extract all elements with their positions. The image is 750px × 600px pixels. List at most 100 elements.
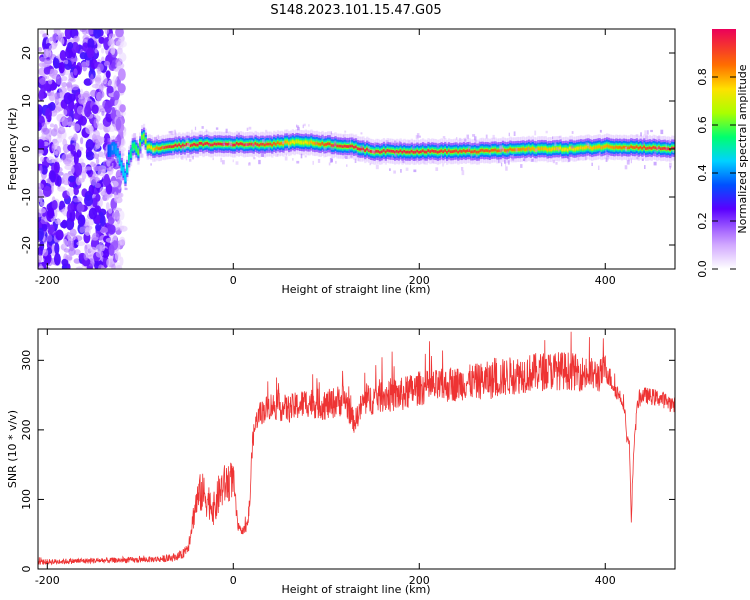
ridge-cell: [425, 150, 428, 154]
noise-blob: [107, 224, 116, 235]
ridge-cell: [384, 150, 387, 154]
ridge-cell: [354, 145, 358, 149]
noise-blob: [93, 118, 99, 129]
ridge-speckle: [194, 126, 197, 131]
ridge-cell: [427, 149, 430, 152]
noise-blob: [84, 244, 88, 253]
ridge-speckle: [660, 129, 664, 135]
ridge-cell: [516, 148, 519, 151]
noise-blob: [52, 145, 58, 149]
ridge-speckle: [157, 134, 160, 139]
ridge-cell: [464, 150, 467, 153]
ridge-speckle: [672, 149, 674, 153]
ridge-cell: [581, 146, 585, 150]
ridge-cell: [490, 148, 493, 152]
ridge-cell: [602, 145, 605, 149]
x-tick-label: 400: [595, 574, 616, 587]
ridge-speckle: [624, 165, 628, 170]
ridge-speckle: [232, 159, 234, 163]
ridge-speckle: [606, 157, 609, 161]
ridge-speckle: [512, 153, 514, 158]
noise-blob: [40, 122, 48, 133]
ridge-cell: [613, 146, 616, 150]
ridge-cell: [392, 150, 395, 153]
ridge-speckle: [554, 142, 557, 147]
noise-blob: [109, 180, 119, 188]
ridge-speckle: [389, 168, 391, 171]
ridge-speckle: [588, 144, 590, 149]
ridge-speckle: [599, 129, 602, 133]
noise-blob: [113, 90, 120, 101]
noise-blob: [38, 265, 44, 269]
noise-blob: [73, 258, 81, 264]
ridge-speckle: [440, 153, 442, 159]
ridge-speckle: [656, 146, 659, 151]
ridge-speckle: [312, 160, 314, 165]
ridge-cell: [659, 147, 663, 151]
ridge-cell: [364, 149, 367, 152]
ridge-speckle: [527, 147, 529, 153]
ridge-cell: [247, 143, 250, 146]
ridge-cell: [301, 141, 304, 144]
ridge-cell: [472, 150, 475, 154]
ridge-cell: [180, 145, 183, 148]
noise-blob: [76, 202, 85, 213]
noise-blob: [98, 264, 104, 269]
ridge-cell: [165, 145, 168, 149]
ridge-speckle: [343, 134, 345, 138]
ridge-cell: [379, 151, 382, 154]
ridge-speckle: [605, 150, 607, 154]
ridge-cell: [274, 142, 278, 146]
ridge-cell: [113, 145, 116, 151]
ridge-cell: [380, 150, 384, 154]
spectrogram-ylabel: Frequency (Hz): [6, 108, 19, 191]
ridge-speckle: [624, 146, 628, 152]
noise-blob: [62, 138, 68, 147]
figure-title: S148.2023.101.15.47.G05: [270, 3, 441, 18]
ridge-speckle: [669, 162, 672, 168]
ridge-cell: [457, 150, 460, 154]
noise-blob: [99, 187, 106, 196]
noise-blob: [47, 207, 55, 219]
ridge-speckle: [348, 149, 350, 152]
ridge-cell: [347, 145, 350, 148]
ridge-speckle: [400, 169, 402, 173]
ridge-speckle: [261, 152, 264, 157]
ridge-speckle: [545, 130, 548, 134]
ridge-speckle: [345, 155, 348, 159]
ridge-cell: [509, 147, 512, 151]
noise-blob: [38, 47, 43, 52]
snr-xlabel: Height of straight line (km): [281, 583, 430, 596]
ridge-speckle: [203, 150, 206, 154]
noise-blob: [93, 29, 102, 39]
noise-blob: [84, 104, 92, 118]
ridge-speckle: [302, 124, 304, 129]
noise-blob: [42, 186, 52, 197]
noise-blob: [106, 258, 111, 267]
ridge-speckle: [292, 158, 294, 161]
noise-blob: [116, 265, 123, 269]
ridge-cell: [433, 150, 436, 153]
ridge-cell: [196, 143, 200, 147]
colorbar: 0.0 0.2 0.4 0.6 0.8 Normalized spectral ampl…: [696, 29, 749, 278]
ridge-cell: [637, 146, 640, 150]
ridge-cell: [423, 150, 426, 154]
ridge-speckle: [245, 143, 248, 147]
ridge-speckle: [177, 139, 179, 142]
snr-plot-area: [38, 331, 675, 566]
ridge-speckle: [431, 158, 435, 164]
ridge-speckle: [205, 129, 208, 133]
ridge-speckle: [552, 136, 554, 140]
noise-blob: [51, 243, 55, 253]
ridge-cell: [513, 148, 516, 152]
colorbar-tick-label: 0.6: [696, 116, 709, 134]
ridge-speckle: [140, 153, 144, 158]
noise-blob: [100, 82, 109, 87]
ridge-cell: [611, 146, 614, 149]
ridge-speckle: [395, 153, 398, 158]
ridge-speckle: [373, 142, 376, 147]
ridge-cell: [431, 149, 434, 153]
ridge-cell: [314, 142, 317, 145]
noise-blob: [57, 126, 66, 135]
